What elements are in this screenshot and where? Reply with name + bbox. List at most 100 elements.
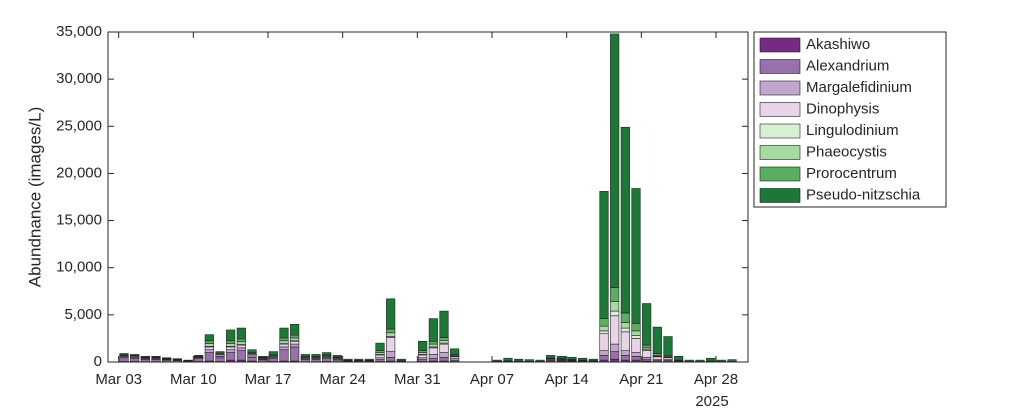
- bar-segment: [599, 191, 609, 319]
- bar-segment: [620, 126, 630, 314]
- bar-segment: [236, 338, 246, 343]
- bar-segment: [151, 359, 161, 363]
- bar-segment: [162, 357, 172, 359]
- bar-segment: [236, 327, 246, 340]
- bar-segment: [236, 347, 246, 351]
- bar-segment: [631, 188, 641, 324]
- bar-segment: [716, 359, 726, 362]
- bar-segment: [386, 351, 396, 358]
- bar-segment: [279, 343, 289, 348]
- legend-swatch: [759, 59, 801, 74]
- bar-segment: [588, 358, 598, 361]
- bar-segment: [226, 343, 236, 347]
- bar-segment: [386, 298, 396, 330]
- bar-segment: [428, 318, 438, 342]
- y-tick-label: 15,000: [56, 212, 102, 229]
- x-tick-label: Mar 17: [245, 371, 292, 388]
- y-tick-label: 5,000: [64, 306, 102, 323]
- bar-segment: [268, 351, 278, 356]
- bar-segment: [642, 344, 652, 349]
- bar-segment: [375, 354, 385, 359]
- bar-segment: [247, 356, 257, 362]
- legend-label: Akashiwo: [806, 36, 870, 53]
- bar-segment: [620, 322, 630, 329]
- legend-label: Pseudo-nitzschia: [806, 186, 921, 203]
- bar-segment: [428, 343, 438, 348]
- bar-segment: [140, 356, 150, 358]
- bar-segment: [620, 355, 630, 361]
- bar-segment: [706, 357, 716, 362]
- bar-segment: [578, 357, 588, 361]
- bar-segment: [631, 338, 641, 353]
- bar-segment: [610, 301, 620, 312]
- bar-segment: [610, 310, 620, 317]
- bar-segment: [226, 340, 236, 344]
- bar-segment: [151, 356, 161, 358]
- y-tick-label: 25,000: [56, 117, 102, 134]
- bar-segment: [396, 358, 406, 361]
- bar-segment: [311, 354, 321, 357]
- bar-segment: [226, 329, 236, 342]
- bar-segment: [492, 359, 502, 362]
- bar-segment: [236, 341, 246, 345]
- bar-segment: [439, 352, 449, 358]
- legend-swatch: [759, 123, 801, 139]
- legend-swatch: [759, 166, 801, 182]
- legend-swatch: [759, 80, 801, 96]
- bar-segment: [279, 349, 289, 362]
- legend-label: Dinophysis: [806, 100, 879, 117]
- bar-segment: [194, 358, 204, 362]
- bar-segment: [300, 359, 310, 363]
- x-year-label: 2025: [695, 393, 728, 410]
- bar-segment: [620, 350, 630, 356]
- bar-segment: [631, 356, 641, 361]
- bar-segment: [450, 348, 460, 355]
- bar-segment: [428, 354, 438, 359]
- legend-swatch: [759, 188, 801, 203]
- plot-area: [108, 32, 748, 362]
- bar-segment: [535, 359, 545, 362]
- bar-segment: [620, 312, 630, 323]
- bar-segment: [119, 353, 129, 356]
- bar-segment: [599, 355, 609, 361]
- bar-segment: [652, 326, 662, 354]
- bar-segment: [727, 359, 737, 362]
- bar-segment: [631, 352, 641, 357]
- bar-segment: [215, 351, 225, 354]
- bar-segment: [684, 359, 694, 362]
- x-tick-label: Apr 07: [470, 371, 514, 388]
- bar-segment: [418, 340, 428, 351]
- bar-segment: [386, 356, 396, 362]
- bar-segment: [439, 310, 449, 338]
- bar-segment: [226, 346, 236, 351]
- bar-segment: [172, 358, 182, 360]
- bar-segment: [332, 355, 342, 358]
- bar-segment: [599, 350, 609, 356]
- bar-segment: [204, 346, 214, 351]
- bar-segment: [695, 359, 705, 362]
- bar-segment: [674, 356, 684, 361]
- bar-segment: [204, 334, 214, 342]
- legend-swatch: [759, 37, 801, 53]
- bar-segment: [194, 355, 204, 357]
- bar-segment: [268, 358, 278, 362]
- bar-segment: [236, 350, 246, 361]
- x-tick-label: Apr 14: [545, 371, 589, 388]
- bar-segment: [375, 342, 385, 351]
- bar-segment: [226, 349, 236, 353]
- bar-segment: [503, 357, 513, 362]
- bar-segment: [215, 357, 225, 362]
- bar-segment: [226, 352, 236, 361]
- bar-segment: [439, 356, 449, 362]
- bar-segment: [279, 340, 289, 344]
- legend-label: Lingulodinium: [806, 122, 899, 139]
- bar-segment: [428, 340, 438, 345]
- bar-segment: [290, 343, 300, 348]
- bar-segment: [322, 358, 332, 362]
- x-tick-label: Mar 31: [394, 371, 441, 388]
- bar-segment: [204, 352, 214, 362]
- bar-segment: [279, 346, 289, 351]
- bar-segment: [439, 337, 449, 341]
- bar-segment: [130, 357, 140, 362]
